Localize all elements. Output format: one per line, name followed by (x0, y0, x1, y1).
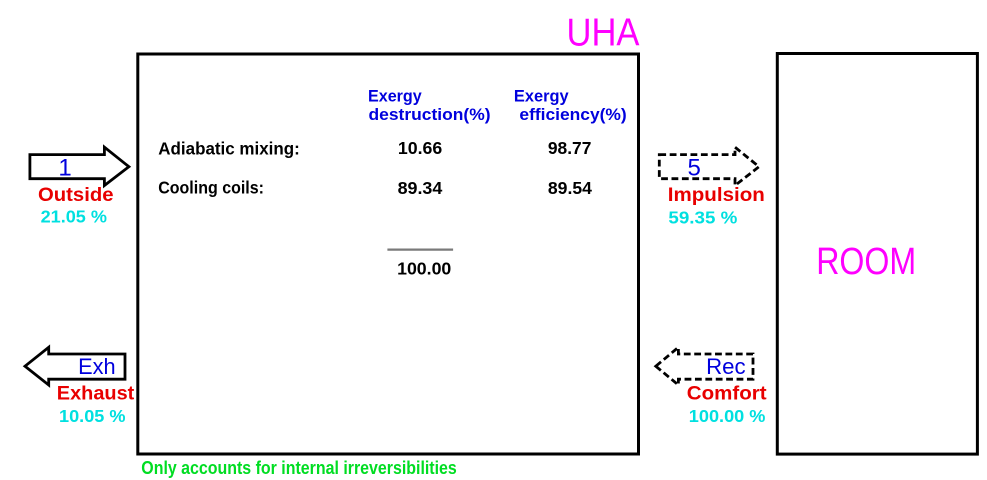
svg-text:Only accounts for internal irr: Only accounts for internal irreversibili… (141, 457, 457, 478)
svg-text:100.00 %: 100.00 % (689, 406, 766, 426)
svg-text:89.54: 89.54 (548, 178, 592, 198)
svg-text:21.05 %: 21.05 % (41, 207, 108, 227)
svg-text:destruction(%): destruction(%) (369, 106, 491, 124)
svg-text:Rec: Rec (706, 354, 746, 379)
svg-text:100.00: 100.00 (397, 259, 451, 278)
svg-text:Comfort: Comfort (687, 383, 767, 405)
svg-text:89.34: 89.34 (398, 178, 443, 198)
svg-text:10.66: 10.66 (398, 138, 443, 158)
svg-text:Exergy: Exergy (514, 88, 569, 106)
svg-text:59.35 %: 59.35 % (668, 207, 737, 227)
svg-text:efficiency(%): efficiency(%) (519, 106, 626, 124)
svg-text:Outside: Outside (38, 184, 114, 206)
svg-text:10.05 %: 10.05 % (59, 406, 126, 426)
svg-text:UHA: UHA (567, 11, 640, 54)
svg-text:1: 1 (58, 155, 71, 182)
svg-text:Exh: Exh (78, 354, 116, 379)
svg-text:98.77: 98.77 (548, 138, 592, 158)
svg-text:ROOM: ROOM (816, 240, 916, 283)
svg-text:Cooling coils:: Cooling coils: (158, 178, 264, 198)
svg-text:Adiabatic mixing:: Adiabatic mixing: (158, 138, 299, 158)
svg-text:Impulsion: Impulsion (668, 184, 765, 206)
svg-text:Exergy: Exergy (368, 88, 422, 106)
svg-text:5: 5 (688, 155, 701, 182)
svg-text:Exhaust: Exhaust (57, 383, 135, 405)
